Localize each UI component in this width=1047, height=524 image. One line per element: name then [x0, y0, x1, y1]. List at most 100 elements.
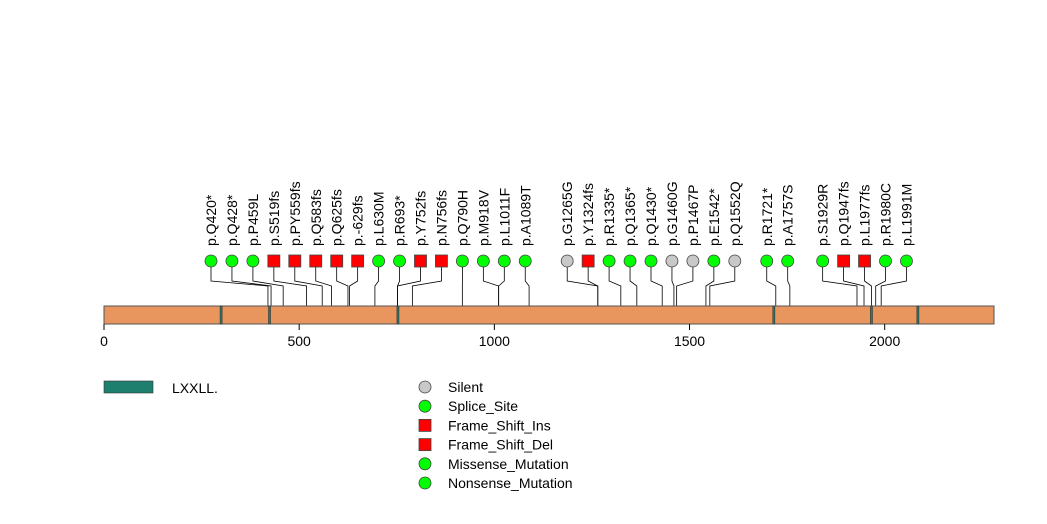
- mutation-marker: [518, 254, 532, 268]
- connector-line: [880, 261, 907, 324]
- connector-line: [524, 261, 530, 324]
- mutation-label: p.L1977fs: [857, 185, 873, 247]
- mutation-label: p.G1460G: [664, 181, 680, 246]
- legend-marker: [418, 399, 432, 413]
- mutation-marker: [602, 254, 616, 268]
- mutation-marker: [288, 254, 302, 268]
- axis-tick-label: 500: [287, 333, 311, 349]
- mutation-marker: [560, 254, 574, 268]
- mutation-label: p.Q1947fs: [836, 181, 852, 246]
- mutation-marker: [497, 254, 511, 268]
- mutation-label: p.L1991M: [898, 184, 914, 246]
- legend-domain-label: LXXLL.: [172, 380, 218, 396]
- axis-tick-label: 1000: [479, 333, 510, 349]
- mutation-marker: [858, 254, 871, 268]
- connector-line: [349, 261, 359, 324]
- legend: LXXLL. Silent Splice_Site Frame_Shift_Ins Fr…: [103, 379, 573, 491]
- mutation-label: p.PY559fs: [287, 181, 303, 246]
- connector-line: [787, 261, 791, 324]
- connector-line: [671, 261, 675, 324]
- mutation-label: p.A1757S: [780, 185, 796, 247]
- connector-line: [629, 261, 638, 324]
- connector-line: [294, 261, 323, 324]
- mutation-label: p.Q1552Q: [727, 181, 743, 246]
- domain-mark: [772, 305, 776, 325]
- connector-line: [766, 261, 777, 324]
- legend-label: Missense_Mutation: [448, 456, 569, 472]
- mutation-label: p.Q1430*: [643, 186, 659, 246]
- mutation-marker: [816, 254, 830, 268]
- mutation-label: p.Q625fs: [329, 189, 345, 246]
- mutation-label: p.Q1365*: [622, 186, 638, 246]
- mutation-label: p.-629fs: [350, 195, 366, 246]
- connector-line: [210, 261, 269, 324]
- mutation-labels: p.Q420* p.Q428* p.P459L p.S519fs p.PY559fs p.…: [203, 181, 914, 246]
- mutation-label: p.Q420*: [203, 194, 219, 246]
- mutation-marker: [204, 254, 218, 268]
- mutation-marker: [686, 254, 700, 268]
- mutation-marker: [330, 254, 344, 268]
- mutation-label: p.L1011F: [496, 188, 512, 246]
- connector-line: [231, 261, 272, 324]
- mutation-label: p.E1542*: [706, 188, 722, 246]
- mutation-marker: [476, 254, 490, 268]
- mutation-marker: [623, 254, 637, 268]
- mutation-marker: [728, 254, 742, 268]
- connector-line: [252, 261, 284, 324]
- mutation-label: p.M918V: [475, 189, 491, 246]
- mutation-label: p.Y752fs: [413, 191, 429, 246]
- domain-marks: [219, 305, 920, 325]
- mutation-label: p.R1721*: [759, 187, 775, 246]
- connector-line: [705, 261, 715, 324]
- mutation-label: p.Y1324fs: [580, 183, 596, 246]
- mutation-label: p.Q583fs: [308, 189, 324, 246]
- connector-line: [336, 261, 349, 324]
- mutation-marker: [760, 254, 774, 268]
- mutation-label: p.N756fs: [433, 190, 449, 246]
- connector-line: [676, 261, 694, 324]
- mutation-label: p.R693*: [392, 195, 408, 246]
- mutation-markers: [204, 254, 913, 268]
- axis-tick-label: 0: [100, 333, 108, 349]
- connector-line: [498, 261, 505, 324]
- legend-marker: [418, 380, 432, 394]
- legend-marker: [418, 418, 432, 432]
- mutation-marker: [581, 254, 595, 268]
- connector-line: [397, 261, 421, 324]
- legend-label: Frame_Shift_Del: [448, 437, 553, 453]
- mutation-marker: [455, 254, 469, 268]
- protein-bar: [103, 305, 995, 325]
- mutation-marker: [837, 254, 850, 268]
- mutation-marker: [246, 254, 260, 268]
- mutation-marker: [644, 254, 658, 268]
- mutation-label: p.A1089T: [517, 185, 533, 246]
- x-axis: 0 500 1000 1500 2000: [100, 324, 900, 349]
- axis-tick-label: 2000: [869, 333, 900, 349]
- legend-marker: [418, 438, 432, 452]
- mutation-marker: [309, 254, 323, 268]
- mutation-label: p.R1335*: [601, 187, 617, 246]
- mutation-marker: [879, 254, 892, 268]
- mutation-label: p.G1265G: [559, 181, 575, 246]
- connector-line: [411, 261, 442, 324]
- mutation-marker: [225, 254, 239, 268]
- legend-label: Silent: [448, 379, 483, 395]
- legend-label: Splice_Site: [448, 398, 518, 414]
- legend-domain-swatch: [103, 380, 154, 394]
- connector-line: [822, 261, 858, 324]
- mutation-marker: [707, 254, 721, 268]
- legend-label: Nonsense_Mutation: [448, 475, 573, 491]
- mutation-label: p.Q428*: [224, 194, 240, 246]
- mutation-marker: [372, 254, 386, 268]
- connector-line: [273, 261, 307, 324]
- axis-tick-label: 1500: [674, 333, 705, 349]
- mutation-marker: [900, 254, 913, 268]
- legend-marker: [418, 476, 432, 490]
- connector-line: [875, 261, 886, 324]
- mutation-label: p.P1467P: [685, 185, 701, 247]
- mutation-marker: [435, 254, 448, 268]
- mutation-label: p.Q790H: [454, 190, 470, 246]
- connector-line: [709, 261, 736, 324]
- connector-line: [864, 261, 872, 324]
